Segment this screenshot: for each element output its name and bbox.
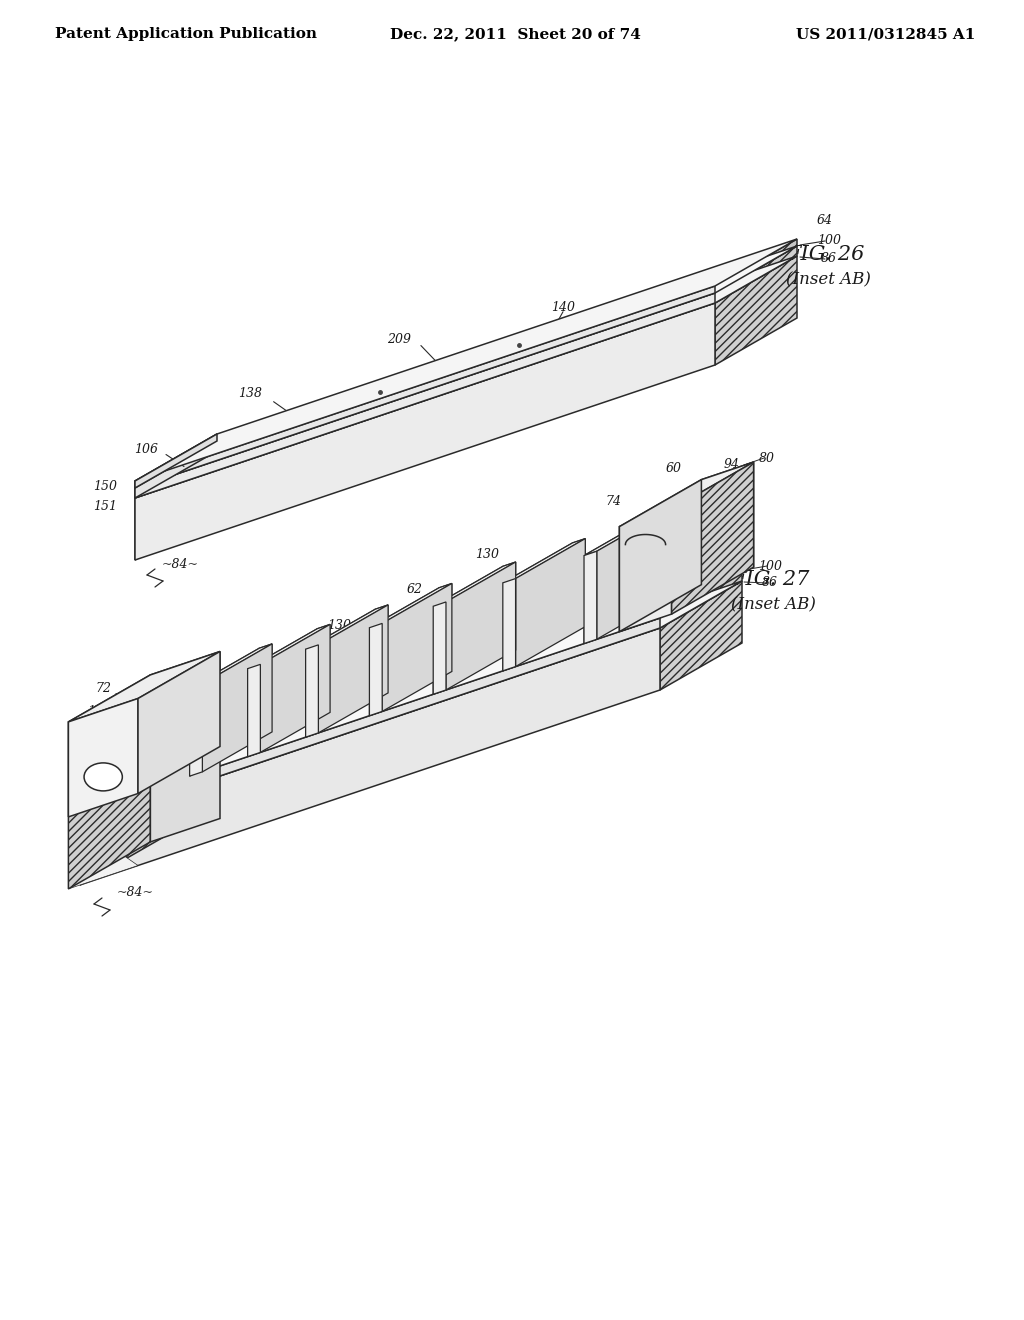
Polygon shape <box>715 246 797 304</box>
Polygon shape <box>135 286 715 488</box>
Polygon shape <box>135 304 715 560</box>
Polygon shape <box>317 624 330 717</box>
Polygon shape <box>151 652 220 842</box>
Polygon shape <box>305 645 318 737</box>
Polygon shape <box>584 511 667 556</box>
Polygon shape <box>138 652 220 793</box>
Text: 100: 100 <box>758 560 782 573</box>
Polygon shape <box>660 572 742 628</box>
Polygon shape <box>135 256 797 498</box>
Polygon shape <box>135 434 217 488</box>
Polygon shape <box>69 652 220 722</box>
Text: Dec. 22, 2011  Sheet 20 of 74: Dec. 22, 2011 Sheet 20 of 74 <box>390 26 641 41</box>
Polygon shape <box>382 583 452 711</box>
Text: 72: 72 <box>95 682 111 696</box>
Polygon shape <box>69 817 138 888</box>
Text: ~84~: ~84~ <box>117 886 154 899</box>
Polygon shape <box>260 624 330 752</box>
Polygon shape <box>203 644 272 772</box>
Text: 209: 209 <box>387 333 411 346</box>
Text: 106: 106 <box>87 705 112 718</box>
Text: FIG. 27: FIG. 27 <box>731 570 809 589</box>
Polygon shape <box>620 510 672 632</box>
Polygon shape <box>80 581 742 822</box>
Polygon shape <box>503 543 572 671</box>
Text: 86: 86 <box>821 252 837 265</box>
Text: 94: 94 <box>429 620 444 634</box>
Polygon shape <box>69 675 151 888</box>
Polygon shape <box>189 648 259 776</box>
Polygon shape <box>248 628 317 756</box>
Polygon shape <box>715 256 797 366</box>
Polygon shape <box>135 434 217 498</box>
Polygon shape <box>439 583 452 676</box>
Polygon shape <box>572 539 586 631</box>
Text: ~84~: ~84~ <box>162 557 199 570</box>
Polygon shape <box>620 462 754 527</box>
Text: 151: 151 <box>93 499 117 512</box>
Text: 130: 130 <box>475 548 500 561</box>
Text: US 2011/0312845 A1: US 2011/0312845 A1 <box>796 26 975 41</box>
Polygon shape <box>248 664 260 756</box>
Polygon shape <box>135 451 217 560</box>
Polygon shape <box>660 581 742 690</box>
Text: 86: 86 <box>762 577 778 590</box>
Polygon shape <box>701 462 754 585</box>
Text: 100: 100 <box>817 235 841 248</box>
Text: 138: 138 <box>239 387 262 400</box>
Text: (Inset AB): (Inset AB) <box>786 271 870 288</box>
Text: 140: 140 <box>551 301 575 314</box>
Polygon shape <box>597 511 667 639</box>
Text: 106: 106 <box>134 444 158 455</box>
Polygon shape <box>503 562 516 655</box>
Polygon shape <box>672 462 754 614</box>
Ellipse shape <box>84 763 122 791</box>
Polygon shape <box>135 293 715 498</box>
Text: (Inset AB): (Inset AB) <box>731 597 816 612</box>
Polygon shape <box>135 441 217 498</box>
Text: 130: 130 <box>327 619 351 632</box>
Text: FIG. 26: FIG. 26 <box>786 246 864 264</box>
Polygon shape <box>259 644 272 737</box>
Polygon shape <box>503 539 586 583</box>
Text: 74: 74 <box>605 495 622 508</box>
Polygon shape <box>370 583 452 628</box>
Polygon shape <box>433 562 516 606</box>
Polygon shape <box>620 479 701 632</box>
Polygon shape <box>80 776 162 884</box>
Text: 62: 62 <box>407 582 423 595</box>
Polygon shape <box>584 552 597 644</box>
Text: 60: 60 <box>666 462 682 475</box>
Polygon shape <box>370 623 382 715</box>
Polygon shape <box>433 566 503 694</box>
Text: Patent Application Publication: Patent Application Publication <box>55 26 317 41</box>
Text: 94: 94 <box>723 458 739 471</box>
Polygon shape <box>584 516 653 644</box>
Polygon shape <box>189 684 203 776</box>
Polygon shape <box>69 698 138 817</box>
Polygon shape <box>189 644 272 688</box>
Polygon shape <box>80 766 162 822</box>
Polygon shape <box>515 539 586 667</box>
Polygon shape <box>80 618 660 822</box>
Polygon shape <box>715 239 797 293</box>
Polygon shape <box>370 587 439 715</box>
Polygon shape <box>80 572 742 813</box>
Text: 80: 80 <box>759 451 775 465</box>
Text: 64: 64 <box>817 214 833 227</box>
Polygon shape <box>653 511 667 603</box>
Polygon shape <box>318 605 388 733</box>
Polygon shape <box>135 239 797 480</box>
Text: 150: 150 <box>93 479 117 492</box>
Polygon shape <box>80 628 660 884</box>
Polygon shape <box>305 610 376 737</box>
Text: 131: 131 <box>240 680 264 693</box>
Polygon shape <box>503 578 515 671</box>
Polygon shape <box>376 605 388 697</box>
Polygon shape <box>248 624 330 669</box>
Polygon shape <box>446 562 516 690</box>
Polygon shape <box>135 246 797 488</box>
Polygon shape <box>305 605 388 649</box>
Polygon shape <box>433 602 446 694</box>
